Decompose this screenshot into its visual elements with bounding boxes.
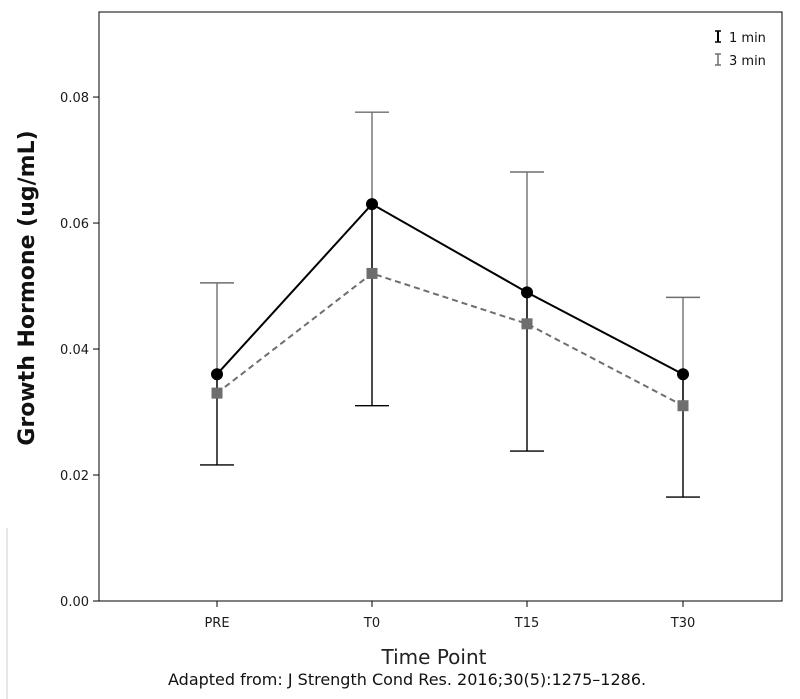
- legend-swatch-3-min: [715, 53, 721, 66]
- y-tick-label: 0.06: [60, 217, 89, 232]
- y-axis-ticks: 0.00 0.02 0.04 0.06 0.08: [60, 91, 99, 610]
- error-bars: [200, 111, 700, 498]
- marker-3-min-t30: [677, 400, 689, 412]
- legend: 1 min 3 min: [715, 30, 766, 69]
- y-tick-label: 0.00: [60, 595, 89, 610]
- y-tick-label: 0.08: [60, 91, 89, 106]
- legend-label-3-min: 3 min: [729, 54, 766, 69]
- x-axis-ticks: PRE T0 T15 T30: [204, 601, 695, 631]
- marker-1-min-pre: [211, 368, 223, 381]
- legend-swatch-1-min: [715, 30, 721, 43]
- series-line-1-min: [216, 202, 684, 376]
- marker-3-min-t15: [521, 318, 533, 330]
- series-markers: [211, 198, 689, 412]
- marker-3-min-pre: [211, 387, 223, 399]
- x-tick-label: T30: [670, 616, 695, 631]
- x-tick-label: T15: [514, 616, 539, 631]
- marker-1-min-t0: [366, 198, 378, 211]
- plot-frame: [98, 11, 783, 602]
- y-tick-label: 0.04: [60, 343, 89, 358]
- x-axis-title: Time Point: [381, 645, 487, 669]
- marker-1-min-t30: [677, 368, 689, 381]
- marker-3-min-t0: [366, 267, 378, 279]
- source-caption: Adapted from: J Strength Cond Res. 2016;…: [168, 670, 646, 689]
- marker-1-min-t15: [521, 286, 533, 299]
- legend-label-1-min: 1 min: [729, 31, 766, 46]
- x-tick-label: T0: [363, 616, 380, 631]
- series-lines: [216, 202, 684, 407]
- y-axis-title: Growth Hormone (ug/mL): [15, 130, 40, 445]
- x-tick-label: PRE: [204, 616, 229, 631]
- y-tick-label: 0.02: [60, 469, 89, 484]
